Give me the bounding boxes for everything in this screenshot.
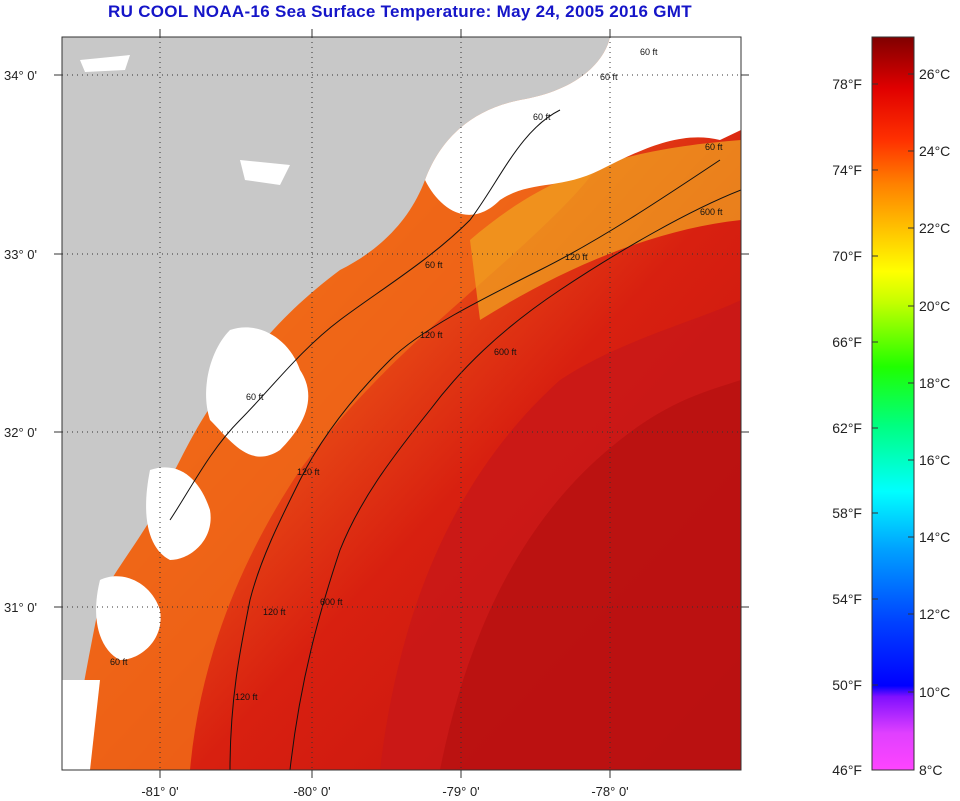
cloud-mask-central <box>206 327 309 457</box>
contour-label: 120 ft <box>565 252 588 262</box>
colorbar-label-f: 50°F <box>832 677 862 693</box>
colorbar-label-c: 14°C <box>919 529 950 545</box>
lat-label: 32° 0' <box>4 425 37 440</box>
contour-label: 600 ft <box>320 597 343 607</box>
cloud-mask-north <box>425 37 741 215</box>
lon-label: -80° 0' <box>293 784 330 799</box>
contour-label: 60 ft <box>533 112 551 122</box>
colorbar-label-f: 78°F <box>832 76 862 92</box>
sst-map[interactable]: 60 ft 60 ft 60 ft 60 ft 60 ft 120 ft 120… <box>62 37 741 770</box>
lon-label: -78° 0' <box>591 784 628 799</box>
colorbar-label-c: 16°C <box>919 452 950 468</box>
cool-shelf-water <box>470 140 741 320</box>
contour-label: 60 ft <box>705 142 723 152</box>
colorbar-label-c: 12°C <box>919 606 950 622</box>
contour-label: 600 ft <box>700 207 723 217</box>
colorbar <box>871 36 915 771</box>
lat-label: 33° 0' <box>4 247 37 262</box>
lon-label: -81° 0' <box>141 784 178 799</box>
cloud-mask-south <box>96 576 161 660</box>
colorbar-label-c: 24°C <box>919 143 950 159</box>
colorbar-label-f: 70°F <box>832 248 862 264</box>
axis-ticks <box>54 29 749 778</box>
colorbar-label-f: 74°F <box>832 162 862 178</box>
contour-label: 120 ft <box>263 607 286 617</box>
lat-label: 34° 0' <box>4 68 37 83</box>
colorbar-label-c: 26°C <box>919 66 950 82</box>
cloud-fleck <box>80 55 130 72</box>
cloud-mask-coastal <box>146 467 211 560</box>
colorbar-label-c: 8°C <box>919 762 943 778</box>
colorbar-label-c: 22°C <box>919 220 950 236</box>
contour-label: 120 ft <box>420 330 443 340</box>
contour-label: 60 ft <box>246 392 264 402</box>
colorbar-label-c: 10°C <box>919 684 950 700</box>
contour-60ft <box>169 109 561 521</box>
map-border <box>61 36 742 771</box>
lon-label: -79° 0' <box>442 784 479 799</box>
lat-label: 31° 0' <box>4 600 37 615</box>
colorbar-label-c: 20°C <box>919 298 950 314</box>
colorbar-label-f: 62°F <box>832 420 862 436</box>
colorbar-label-f: 46°F <box>832 762 862 778</box>
contour-label: 60 ft <box>110 657 128 667</box>
gulf-stream-deep <box>440 380 741 770</box>
colorbar-label-f: 66°F <box>832 334 862 350</box>
contour-label: 120 ft <box>235 692 258 702</box>
land-mass <box>62 37 610 770</box>
contour-120ft <box>229 159 721 770</box>
map-title: RU COOL NOAA-16 Sea Surface Temperature:… <box>108 2 692 21</box>
contour-label: 60 ft <box>425 260 443 270</box>
colorbar-label-f: 58°F <box>832 505 862 521</box>
contour-600ft <box>289 189 741 770</box>
colorbar-label-f: 54°F <box>832 591 862 607</box>
colorbar-label-c: 18°C <box>919 375 950 391</box>
graticule <box>62 37 741 770</box>
colorbar-ticks <box>872 73 914 693</box>
contour-label: 120 ft <box>297 467 320 477</box>
contour-label: 600 ft <box>494 347 517 357</box>
cloud-fleck <box>240 160 290 185</box>
cloud-mask-sw <box>62 680 100 770</box>
contour-label: 60 ft <box>600 72 618 82</box>
contour-label: 60 ft <box>640 47 658 57</box>
